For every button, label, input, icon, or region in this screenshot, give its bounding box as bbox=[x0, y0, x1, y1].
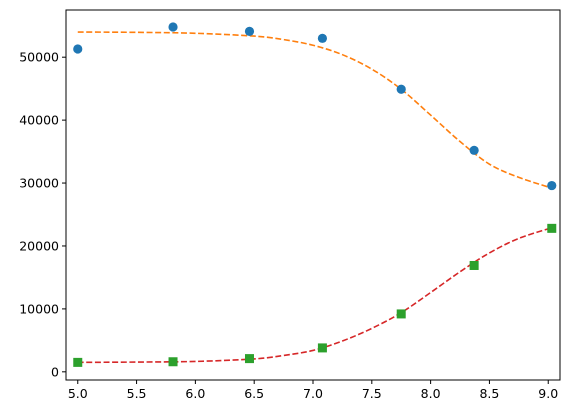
data-point-square bbox=[168, 357, 178, 367]
x-tick-label: 5.5 bbox=[127, 386, 147, 401]
y-tick-label: 50000 bbox=[19, 50, 59, 65]
x-tick-label: 9.0 bbox=[538, 386, 558, 401]
y-tick-label: 0 bbox=[51, 364, 59, 379]
x-tick-label: 5.0 bbox=[68, 386, 88, 401]
data-point-square bbox=[396, 309, 406, 319]
fit-line bbox=[77, 226, 553, 364]
x-tick-label: 8.0 bbox=[421, 386, 441, 401]
y-tick-label: 30000 bbox=[19, 176, 59, 191]
data-point-square bbox=[547, 223, 557, 233]
y-tick-label: 40000 bbox=[19, 113, 59, 128]
data-point-circle bbox=[73, 44, 83, 54]
data-point-square bbox=[73, 357, 83, 367]
x-tick-label: 7.0 bbox=[303, 386, 323, 401]
data-point-square bbox=[244, 354, 254, 364]
data-point-circle bbox=[168, 22, 178, 32]
x-tick-label: 7.5 bbox=[362, 386, 382, 401]
data-point-circle bbox=[547, 180, 557, 191]
fit-line bbox=[77, 31, 553, 189]
data-point-square bbox=[469, 260, 479, 270]
data-point-circle bbox=[244, 26, 255, 36]
series-layer bbox=[73, 22, 557, 367]
plot-area bbox=[66, 10, 560, 380]
axes-frame bbox=[65, 9, 561, 381]
y-tick-label: 20000 bbox=[19, 238, 59, 253]
x-tick-label: 6.5 bbox=[244, 386, 264, 401]
data-point-square bbox=[317, 343, 327, 353]
x-tick-label: 8.5 bbox=[479, 386, 499, 401]
data-point-circle bbox=[396, 84, 406, 94]
x-tick-label: 6.0 bbox=[185, 386, 205, 401]
x-axis: 5.0 5.5 6.0 6.5 7.0 7.5 8.0 8.5 9.0 bbox=[68, 380, 558, 401]
y-tick-label: 10000 bbox=[19, 301, 59, 316]
data-point-circle bbox=[469, 145, 479, 155]
data-point-circle bbox=[317, 33, 328, 43]
y-axis: 0 10000 20000 30000 40000 50000 bbox=[19, 50, 66, 379]
